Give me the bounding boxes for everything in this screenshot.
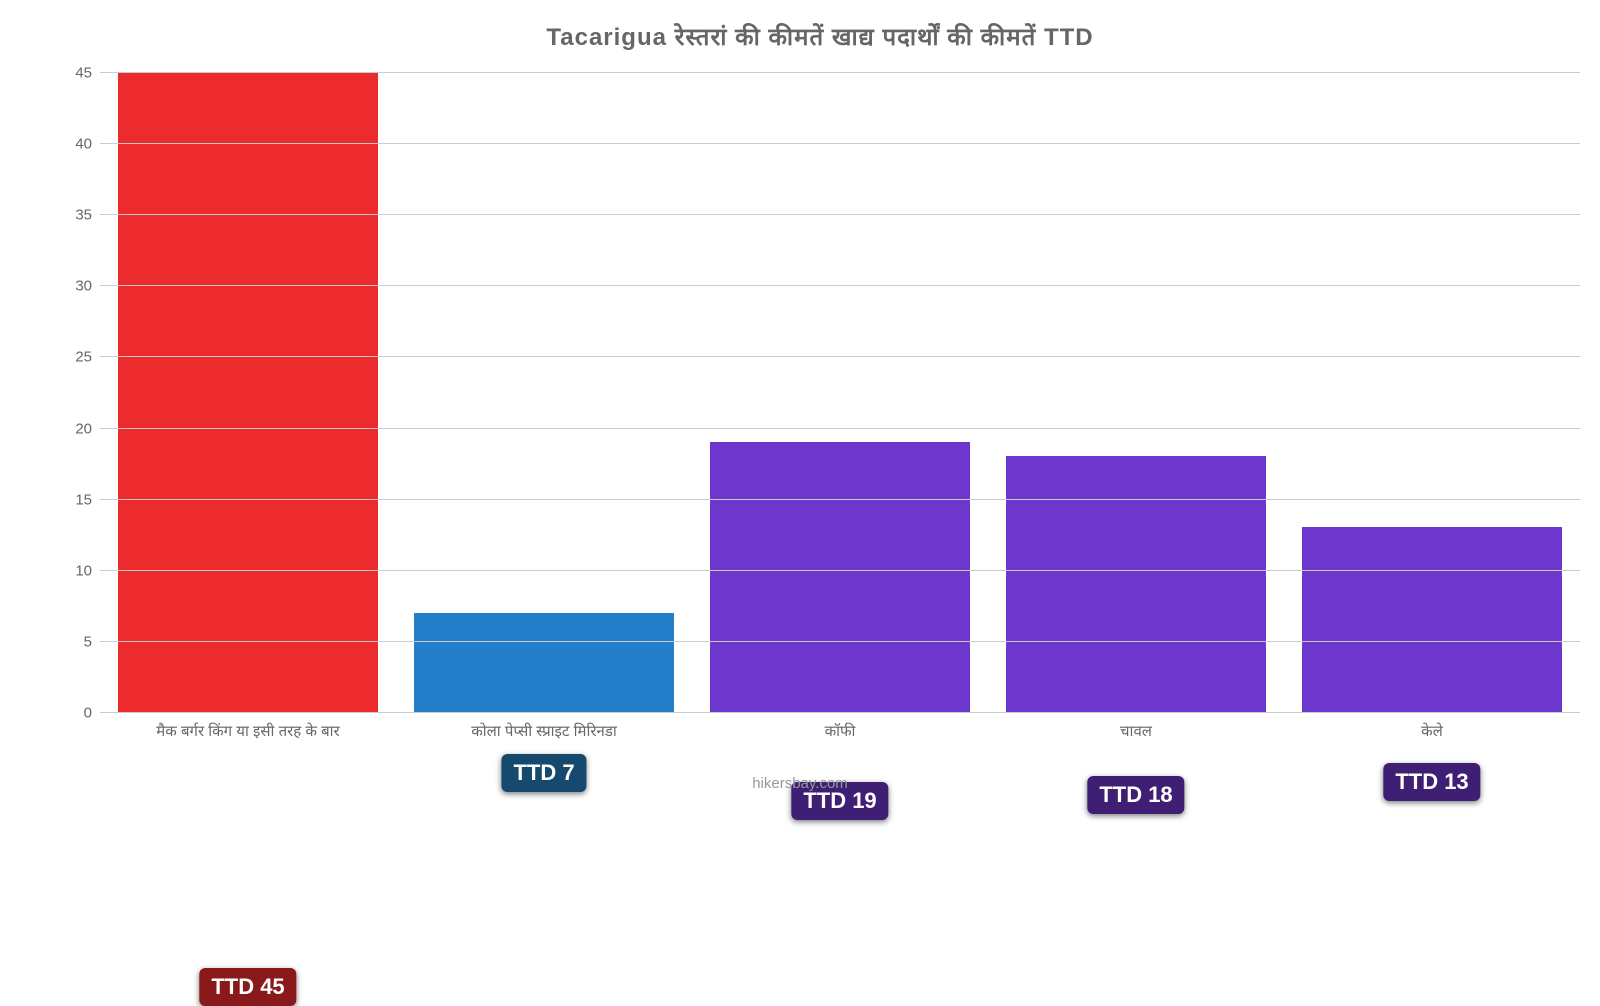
bar: TTD 7	[414, 613, 674, 712]
y-tick-label: 45	[75, 65, 92, 82]
y-tick-label: 10	[75, 562, 92, 579]
bar-slot: TTD 13	[1284, 73, 1580, 712]
y-tick-label: 30	[75, 278, 92, 295]
y-tick-label: 5	[84, 633, 92, 650]
y-tick-label: 40	[75, 136, 92, 153]
bar: TTD 18	[1006, 456, 1266, 712]
bar: TTD 19	[710, 442, 970, 712]
gridline	[100, 285, 1580, 286]
gridline	[100, 143, 1580, 144]
y-tick-label: 15	[75, 491, 92, 508]
chart-title: Tacarigua रेस्तरां की कीमतें खाद्य पदार्…	[60, 10, 1580, 73]
x-category-label: केले	[1284, 721, 1580, 741]
y-tick-label: 25	[75, 349, 92, 366]
bar-slot: TTD 45	[100, 73, 396, 712]
bar-slot: TTD 7	[396, 73, 692, 712]
x-category-label: कोला पेप्सी स्प्राइट मिरिनडा	[396, 721, 692, 741]
bar-slot: TTD 18	[988, 73, 1284, 712]
plot-area: TTD 45 TTD 7 TTD 19TTD 18TTD 13	[100, 73, 1580, 713]
x-category-label: मैक बर्गर किंग या इसी तरह के बार	[100, 721, 396, 741]
gridline	[100, 499, 1580, 500]
bar: TTD 45	[118, 73, 378, 712]
y-axis: 051015202530354045	[60, 73, 100, 713]
source-label: hikersbay.com	[0, 775, 1600, 792]
x-axis-labels: मैक बर्गर किंग या इसी तरह के बारकोला पेप…	[100, 721, 1580, 741]
price-chart: Tacarigua रेस्तरां की कीमतें खाद्य पदार्…	[0, 0, 1600, 800]
y-tick-label: 0	[84, 705, 92, 722]
gridline	[100, 428, 1580, 429]
value-label: TTD 45	[199, 968, 296, 1006]
y-tick-label: 20	[75, 420, 92, 437]
y-tick-label: 35	[75, 207, 92, 224]
gridline	[100, 641, 1580, 642]
gridline	[100, 72, 1580, 73]
gridline	[100, 214, 1580, 215]
x-category-label: चावल	[988, 721, 1284, 741]
bar-slot: TTD 19	[692, 73, 988, 712]
plot-region: 051015202530354045 TTD 45TTD 7TTD 19TTD …	[60, 73, 1580, 713]
x-category-label: कॉफी	[692, 721, 988, 741]
bar: TTD 13	[1302, 527, 1562, 712]
gridline	[100, 570, 1580, 571]
gridline	[100, 356, 1580, 357]
